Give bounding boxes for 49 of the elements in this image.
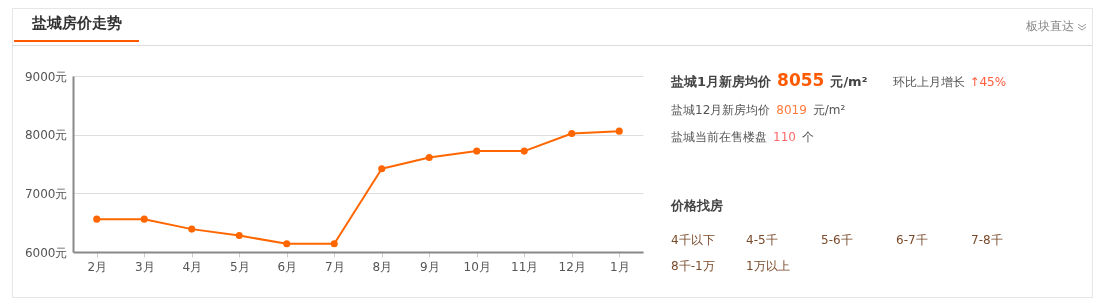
text: 110 [773, 130, 796, 144]
text: 4千以下 [671, 232, 716, 249]
chart-title: 盐城房价走势 [14, 14, 139, 42]
x-tick-label: 1月 [609, 259, 630, 274]
text: 元/m² [812, 102, 846, 119]
x-tick-label: 9月 [419, 259, 440, 274]
text: ↑45% [969, 75, 1007, 89]
point [140, 215, 148, 223]
text: 价格找房 [671, 197, 723, 215]
text: 个 [801, 129, 814, 146]
text: 盐城12月新房均价 [671, 102, 771, 119]
text: 盐城1月新房均价 [671, 73, 772, 91]
point [425, 154, 433, 162]
point [520, 147, 528, 155]
point [283, 240, 291, 248]
text: 8019 [776, 103, 807, 117]
x-tick-label: 10月 [463, 259, 491, 274]
point [473, 147, 481, 155]
text: 7-8千 [971, 232, 1004, 249]
point [378, 165, 386, 173]
x-tick-label: 5月 [229, 259, 250, 274]
x-tick-label: 2月 [87, 259, 108, 274]
point [615, 127, 623, 135]
x-tick-label: 11月 [511, 259, 539, 274]
x-tick-label: 7月 [324, 259, 345, 274]
y-tick-label: 9000元 [24, 69, 68, 84]
point [188, 225, 196, 233]
point [330, 240, 338, 248]
text: 8055 [777, 70, 825, 90]
text: 元/m² [830, 73, 868, 91]
text: 环比上月增长 [893, 74, 966, 91]
point [235, 232, 243, 240]
point [568, 129, 576, 138]
text: 8千-1万 [671, 258, 716, 275]
text: 板块直达 [1026, 18, 1074, 35]
text: 1万以上 [746, 258, 791, 275]
x-tick-label: 6月 [277, 259, 298, 274]
x-tick-label: 8月 [372, 259, 393, 274]
y-tick-label: 7000元 [24, 186, 68, 201]
x-tick-label: 3月 [134, 259, 155, 274]
x-tick-label: 4月 [182, 259, 203, 274]
text: 盐城当前在售楼盘 [671, 129, 767, 146]
x-tick-label: 12月 [558, 259, 586, 274]
y-tick-label: 6000元 [24, 245, 68, 260]
text: 5-6千 [821, 232, 854, 249]
text: 6-7千 [896, 232, 929, 249]
y-tick-label: 8000元 [24, 128, 68, 143]
text: 4-5千 [746, 232, 779, 249]
point [93, 215, 101, 223]
